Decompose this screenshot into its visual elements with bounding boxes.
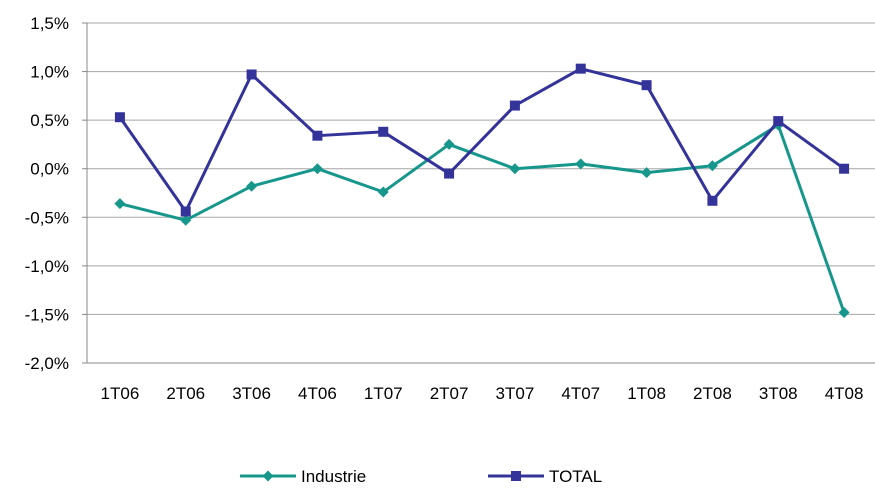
data-point — [378, 126, 389, 137]
x-tick-label: 3T07 — [496, 384, 535, 403]
y-tick-label: 1,0% — [30, 63, 69, 82]
series-industrie — [114, 119, 850, 318]
y-tick-label: -1,5% — [25, 305, 69, 324]
y-axis-tick-labels: 1,5% 1,0% 0,5% 0,0% -0,5% -1,0% -1,5% -2,0% — [25, 14, 69, 373]
series-line — [118, 67, 845, 213]
legend-label: TOTAL — [549, 467, 602, 486]
x-tick-label: 1T08 — [627, 384, 666, 403]
x-tick-label: 4T08 — [825, 384, 864, 403]
y-tick-label: 0,0% — [30, 160, 69, 179]
legend-item: Industrie — [240, 467, 366, 486]
legend-label: Industrie — [301, 467, 366, 486]
data-point — [114, 112, 125, 123]
data-point — [509, 163, 521, 175]
data-point — [246, 69, 257, 80]
data-point — [444, 168, 455, 179]
y-tick-label: 0,5% — [30, 111, 69, 130]
y-tick-label: 1,5% — [30, 14, 69, 33]
y-tick-label: -1,0% — [25, 257, 69, 276]
axes — [82, 22, 875, 364]
data-point — [311, 163, 323, 175]
x-tick-label: 2T08 — [693, 384, 732, 403]
legend: Industrie TOTAL — [240, 467, 602, 486]
x-tick-label: 2T06 — [166, 384, 205, 403]
y-tick-label: -0,5% — [25, 208, 69, 227]
x-tick-label: 2T07 — [430, 384, 469, 403]
series-total — [114, 63, 850, 217]
data-point — [773, 116, 784, 127]
y-tick-label: -2,0% — [25, 354, 69, 373]
data-point — [575, 63, 586, 74]
data-point — [180, 206, 191, 217]
data-point — [838, 306, 850, 318]
x-tick-label: 4T06 — [298, 384, 337, 403]
data-point — [509, 100, 520, 111]
legend-item: TOTAL — [488, 467, 602, 486]
data-point — [706, 160, 718, 172]
data-point — [839, 163, 850, 174]
data-point — [262, 470, 274, 482]
x-tick-label: 3T06 — [232, 384, 271, 403]
data-point — [443, 138, 455, 150]
data-series — [114, 63, 850, 318]
data-point — [114, 198, 126, 210]
data-point — [312, 130, 323, 141]
data-point — [377, 186, 389, 198]
series-line — [119, 123, 846, 313]
gridlines — [87, 22, 875, 315]
x-tick-label: 1T06 — [101, 384, 140, 403]
data-point — [707, 195, 718, 206]
data-point — [641, 167, 653, 179]
x-tick-label: 1T07 — [364, 384, 403, 403]
data-point — [575, 158, 587, 170]
x-axis-tick-labels: 1T06 2T06 3T06 4T06 1T07 2T07 3T07 4T07 1T08 2T08… — [101, 384, 864, 403]
data-point — [246, 180, 258, 192]
x-tick-label: 4T07 — [561, 384, 600, 403]
data-point — [641, 80, 652, 91]
data-point — [180, 214, 192, 226]
data-point — [511, 471, 521, 481]
x-tick-label: 3T08 — [759, 384, 798, 403]
